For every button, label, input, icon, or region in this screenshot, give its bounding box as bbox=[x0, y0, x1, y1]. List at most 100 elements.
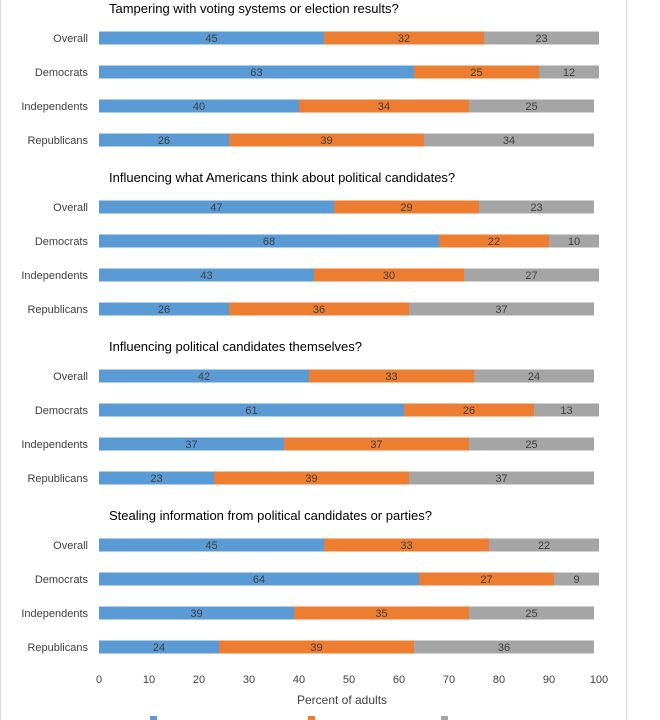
category-label: Overall bbox=[53, 202, 88, 214]
bar-segment bbox=[409, 302, 594, 316]
bar-segment bbox=[549, 234, 599, 248]
bar-segment bbox=[469, 437, 594, 451]
x-tick-label: 10 bbox=[143, 674, 155, 686]
bar-segment bbox=[99, 31, 324, 45]
bar-segment bbox=[469, 99, 594, 113]
x-axis-title: Percent of adults bbox=[297, 693, 387, 707]
x-tick-label: 60 bbox=[393, 674, 405, 686]
x-tick-label: 50 bbox=[343, 674, 355, 686]
data-label: 27 bbox=[525, 270, 537, 282]
data-label: 45 bbox=[205, 33, 217, 45]
data-label: 24 bbox=[528, 371, 540, 383]
data-label: 24 bbox=[153, 642, 165, 654]
bar-segment bbox=[99, 133, 229, 147]
category-label: Overall bbox=[53, 33, 88, 45]
data-label: 23 bbox=[150, 473, 162, 485]
data-label: 10 bbox=[568, 236, 580, 248]
data-label: 39 bbox=[305, 473, 317, 485]
data-label: 40 bbox=[193, 101, 205, 113]
data-label: 25 bbox=[525, 608, 537, 620]
bar-segment bbox=[99, 471, 214, 485]
x-tick-label: 70 bbox=[443, 674, 455, 686]
chart-frame-right bbox=[626, 0, 627, 720]
panel-title: Tampering with voting systems or electio… bbox=[109, 1, 399, 16]
panel-title: Stealing information from political cand… bbox=[109, 508, 432, 523]
bar-segment bbox=[99, 200, 334, 214]
bar-segment bbox=[324, 31, 484, 45]
data-label: 13 bbox=[560, 405, 572, 417]
data-label: 37 bbox=[185, 439, 197, 451]
category-label: Democrats bbox=[35, 574, 89, 586]
bar-segment bbox=[479, 200, 594, 214]
data-label: 64 bbox=[253, 574, 265, 586]
data-label: 27 bbox=[480, 574, 492, 586]
data-label: 37 bbox=[495, 304, 507, 316]
bar-segment bbox=[99, 234, 439, 248]
bar-segment bbox=[99, 302, 229, 316]
data-label: 68 bbox=[263, 236, 275, 248]
data-label: 37 bbox=[370, 439, 382, 451]
bar-segment bbox=[484, 31, 599, 45]
bar-segment bbox=[419, 572, 554, 586]
x-tick-label: 0 bbox=[96, 674, 102, 686]
data-label: 45 bbox=[205, 540, 217, 552]
data-label: 22 bbox=[538, 540, 550, 552]
bar-segment bbox=[464, 268, 599, 282]
bar-segment bbox=[404, 403, 534, 417]
data-label: 43 bbox=[200, 270, 212, 282]
data-label: 23 bbox=[535, 33, 547, 45]
data-label: 25 bbox=[525, 439, 537, 451]
bar-segment bbox=[424, 133, 594, 147]
bar-segment bbox=[99, 99, 299, 113]
bar-segment bbox=[334, 200, 479, 214]
bar-segment bbox=[99, 572, 419, 586]
bar-segment bbox=[99, 640, 219, 654]
data-label: 33 bbox=[385, 371, 397, 383]
data-label: 61 bbox=[245, 405, 257, 417]
data-label: 12 bbox=[563, 67, 575, 79]
data-label: 36 bbox=[498, 642, 510, 654]
bar-segment bbox=[439, 234, 549, 248]
bar-segment bbox=[554, 572, 599, 586]
legend-swatch bbox=[441, 716, 448, 720]
bar-segment bbox=[309, 369, 474, 383]
data-label: 32 bbox=[398, 33, 410, 45]
bar-segment bbox=[409, 471, 594, 485]
x-tick-label: 80 bbox=[493, 674, 505, 686]
bar-segment bbox=[99, 268, 314, 282]
data-label: 35 bbox=[375, 608, 387, 620]
data-label: 26 bbox=[158, 135, 170, 147]
x-tick-label: 30 bbox=[243, 674, 255, 686]
x-tick-label: 20 bbox=[193, 674, 205, 686]
bar-segment bbox=[294, 606, 469, 620]
bar-segment bbox=[99, 538, 324, 552]
data-label: 25 bbox=[470, 67, 482, 79]
x-tick-label: 100 bbox=[590, 674, 608, 686]
category-label: Democrats bbox=[35, 405, 89, 417]
data-label: 34 bbox=[503, 135, 515, 147]
bar-segment bbox=[99, 437, 284, 451]
data-label: 29 bbox=[400, 202, 412, 214]
category-label: Independents bbox=[21, 608, 88, 620]
bar-segment bbox=[489, 538, 599, 552]
data-label: 42 bbox=[198, 371, 210, 383]
data-label: 33 bbox=[400, 540, 412, 552]
bar-segment bbox=[229, 133, 424, 147]
category-label: Republicans bbox=[27, 473, 88, 485]
bar-segment bbox=[99, 65, 414, 79]
data-label: 37 bbox=[495, 473, 507, 485]
category-label: Republicans bbox=[27, 642, 88, 654]
data-label: 25 bbox=[525, 101, 537, 113]
bar-segment bbox=[299, 99, 469, 113]
x-tick-label: 90 bbox=[543, 674, 555, 686]
bar-segment bbox=[99, 369, 309, 383]
bar-segment bbox=[314, 268, 464, 282]
panel-title: Influencing what Americans think about p… bbox=[109, 170, 455, 185]
bar-segment bbox=[469, 606, 594, 620]
category-label: Overall bbox=[53, 371, 88, 383]
category-label: Overall bbox=[53, 540, 88, 552]
category-label: Independents bbox=[21, 101, 88, 113]
bar-segment bbox=[219, 640, 414, 654]
